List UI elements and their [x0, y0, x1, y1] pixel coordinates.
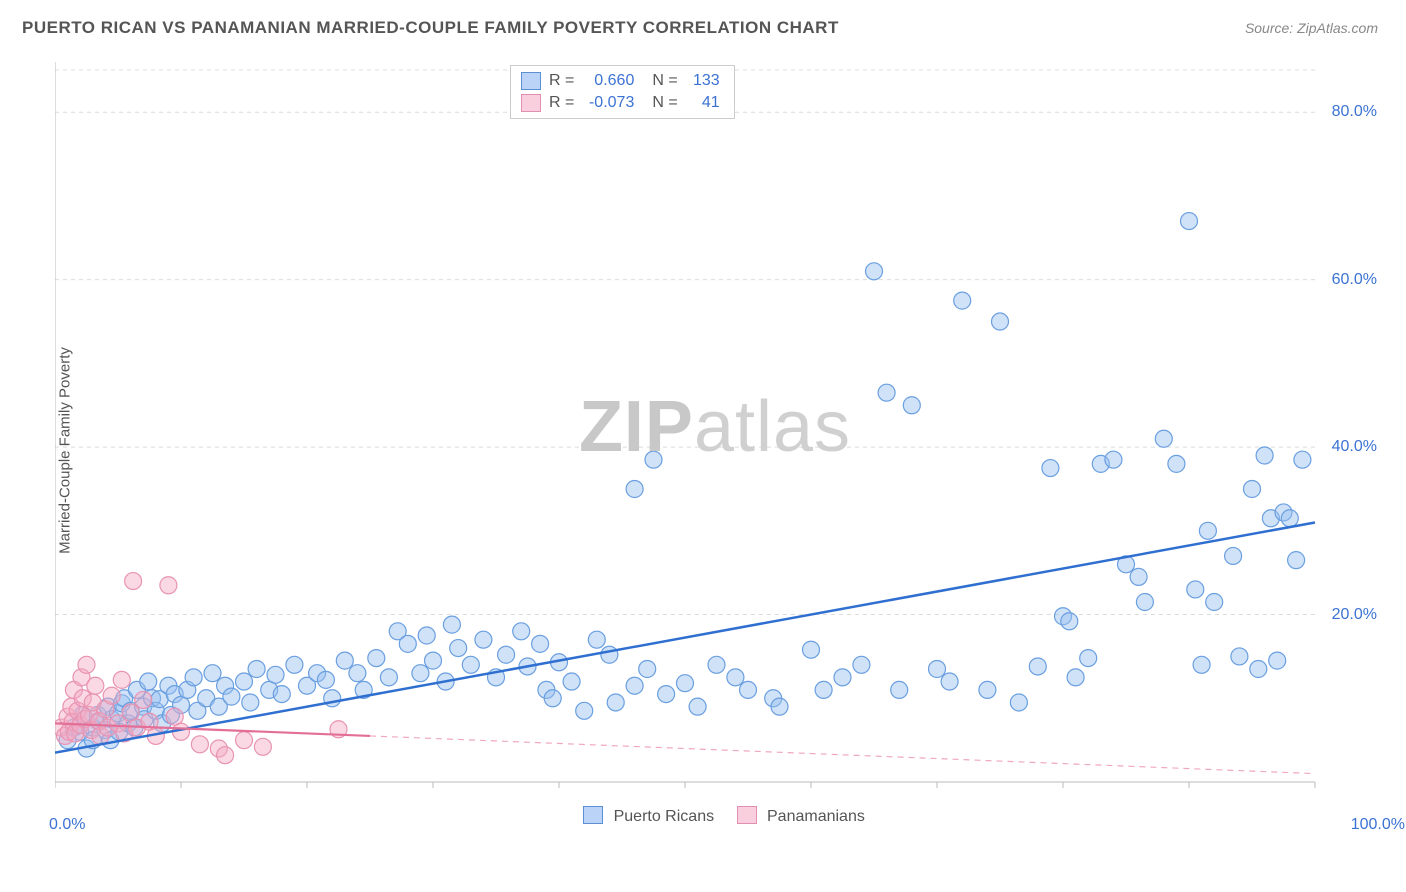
y-tick-label: 60.0%: [1332, 271, 1377, 289]
n-label: N =: [652, 92, 677, 114]
bottom-legend: Puerto Ricans Panamanians: [55, 806, 1375, 826]
chart-header: PUERTO RICAN VS PANAMANIAN MARRIED-COUPL…: [0, 0, 1406, 44]
y-tick-label: 40.0%: [1332, 438, 1377, 456]
swatch-blue-icon: [521, 72, 541, 90]
correlation-row-1: R = 0.660 N = 133: [521, 70, 720, 92]
chart-area: Married-Couple Family Poverty ZIPatlas R…: [55, 62, 1375, 822]
legend-label-2: Panamanians: [767, 808, 865, 825]
r-value: -0.073: [582, 92, 634, 114]
r-label: R =: [549, 70, 574, 92]
legend-label-1: Puerto Ricans: [614, 808, 715, 825]
source-credit: Source: ZipAtlas.com: [1245, 20, 1378, 36]
n-value: 133: [686, 70, 720, 92]
y-tick-label: 20.0%: [1332, 606, 1377, 624]
correlation-row-2: R = -0.073 N = 41: [521, 92, 720, 114]
swatch-blue-icon: [583, 806, 603, 824]
n-value: 41: [686, 92, 720, 114]
chart-title: PUERTO RICAN VS PANAMANIAN MARRIED-COUPL…: [22, 18, 839, 38]
scatter-plot-svg: [55, 62, 1375, 822]
correlation-box: R = 0.660 N = 133 R = -0.073 N = 41: [510, 65, 735, 119]
r-label: R =: [549, 92, 574, 114]
r-value: 0.660: [582, 70, 634, 92]
n-label: N =: [652, 70, 677, 92]
swatch-pink-icon: [521, 94, 541, 112]
swatch-pink-icon: [737, 806, 757, 824]
y-tick-label: 80.0%: [1332, 103, 1377, 121]
